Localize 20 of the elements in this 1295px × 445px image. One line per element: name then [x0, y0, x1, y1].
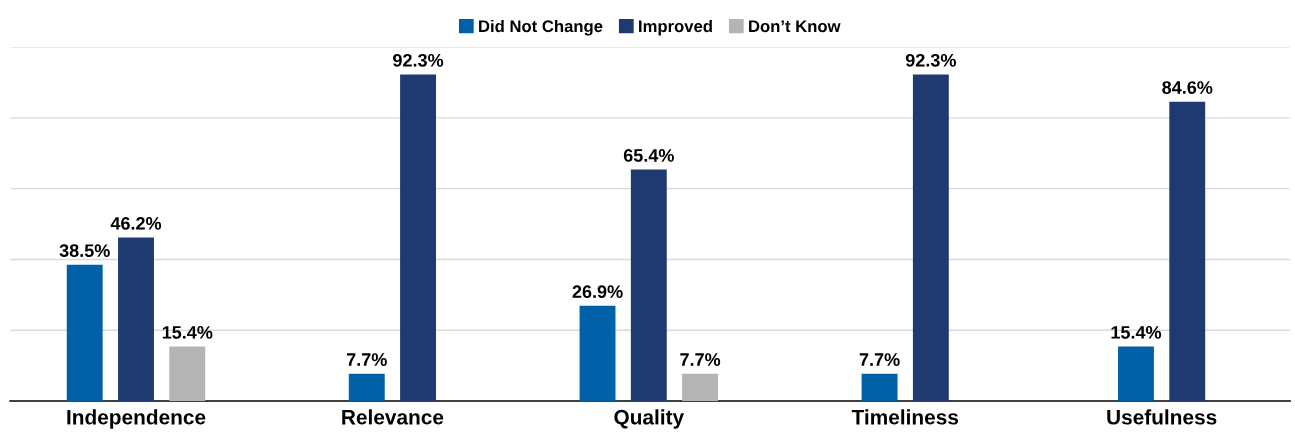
x-tick-label: Independence	[67, 409, 206, 429]
data-label: 92.3%	[905, 53, 956, 67]
legend-label: Improved	[639, 19, 712, 36]
data-label: 46.2%	[110, 216, 162, 230]
x-tick-label: Usefulness	[1107, 409, 1217, 425]
data-label: 38.5%	[59, 244, 110, 258]
data-label: 15.4%	[1111, 325, 1162, 339]
data-label: 7.7%	[346, 353, 387, 366]
legend-label: Don’t Know	[749, 20, 841, 33]
data-label: 92.3%	[393, 53, 444, 67]
legend-label: Did Not Change	[479, 19, 603, 36]
x-tick-label: Quality	[614, 409, 685, 429]
data-label: 84.6%	[1162, 81, 1213, 94]
data-label: 7.7%	[859, 353, 900, 366]
x-tick-label: Timeliness	[851, 409, 959, 425]
x-tick-label: Relevance	[342, 409, 444, 425]
data-label: 7.7%	[680, 353, 721, 366]
data-label: 65.4%	[623, 149, 674, 162]
data-label: 15.4%	[162, 325, 213, 339]
data-label: 26.9%	[572, 285, 623, 299]
